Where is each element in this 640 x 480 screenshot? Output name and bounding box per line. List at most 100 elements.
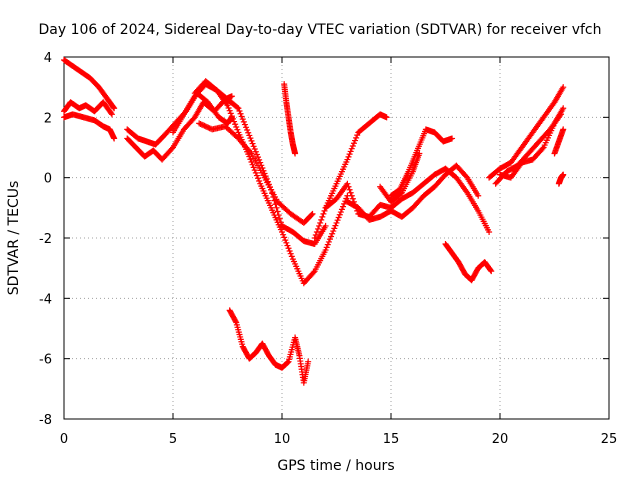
x-tick-label: 0 — [60, 432, 68, 447]
data-point — [285, 245, 292, 252]
data-point — [168, 145, 175, 152]
data-point — [255, 175, 262, 182]
data-point — [249, 161, 256, 168]
y-tick-label: 0 — [44, 172, 52, 187]
data-point — [325, 238, 332, 245]
data-point — [248, 137, 255, 144]
series-arc-1 — [61, 99, 115, 118]
data-point — [316, 222, 323, 229]
data-point — [253, 172, 260, 179]
data-point — [232, 121, 239, 128]
data-point — [243, 124, 250, 131]
y-axis-label: SDTVAR / TECUs — [6, 181, 22, 296]
data-point — [282, 237, 289, 244]
data-point — [311, 235, 318, 241]
data-point — [239, 116, 246, 123]
data-point — [320, 210, 327, 217]
data-point — [206, 125, 213, 132]
data-point — [283, 239, 290, 246]
data-point — [253, 151, 260, 158]
data-point — [349, 142, 356, 149]
data-point — [251, 167, 258, 174]
data-point — [232, 318, 239, 325]
data-point — [318, 216, 325, 223]
series-arc-10 — [226, 307, 312, 386]
data-point — [281, 234, 288, 241]
data-point — [334, 217, 341, 224]
data-point — [288, 253, 295, 260]
data-points — [61, 57, 567, 386]
data-point — [353, 134, 360, 141]
data-point — [257, 159, 264, 166]
data-point — [241, 121, 248, 128]
y-tick-label: 2 — [44, 111, 52, 126]
data-point — [248, 158, 255, 165]
data-point — [235, 105, 242, 112]
data-point — [309, 210, 316, 217]
data-point — [321, 207, 328, 214]
series-arc-20 — [551, 126, 567, 157]
data-point — [238, 113, 245, 120]
series-arc-17 — [486, 84, 567, 181]
data-point — [276, 215, 283, 222]
data-point — [344, 156, 351, 163]
series-arc-8 — [196, 120, 316, 226]
data-point — [383, 114, 390, 121]
data-point — [231, 118, 238, 125]
series-arc-15 — [377, 150, 423, 205]
data-point — [204, 123, 211, 130]
data-point — [449, 135, 456, 142]
y-tick-label: -6 — [39, 353, 52, 368]
data-point — [205, 124, 212, 131]
data-point — [234, 134, 241, 141]
data-point — [354, 132, 361, 139]
x-tick-label: 25 — [601, 432, 618, 447]
data-point — [201, 122, 208, 129]
x-tick-label: 5 — [169, 432, 177, 447]
data-point — [338, 206, 345, 213]
data-point — [350, 140, 357, 147]
data-point — [335, 214, 342, 221]
y-tick-label: -4 — [39, 292, 52, 307]
data-point — [236, 107, 243, 114]
data-point — [346, 151, 353, 158]
data-point — [284, 359, 291, 366]
data-point — [326, 236, 333, 243]
series-arc-16 — [442, 241, 495, 284]
series-arc-13 — [344, 162, 482, 223]
data-point — [343, 195, 350, 202]
data-point — [279, 228, 285, 235]
data-point — [349, 195, 356, 202]
data-point — [284, 242, 291, 249]
y-tick-label: -2 — [39, 232, 52, 247]
data-point — [340, 203, 347, 210]
data-point — [196, 120, 203, 127]
data-point — [352, 137, 359, 144]
data-point — [475, 192, 482, 199]
data-point — [344, 180, 351, 187]
data-point — [322, 247, 329, 254]
data-point — [225, 104, 232, 111]
data-point — [286, 247, 293, 254]
data-point — [246, 153, 253, 160]
data-point — [486, 228, 493, 235]
data-point — [246, 132, 253, 139]
data-point — [317, 219, 324, 226]
data-point — [488, 268, 495, 275]
data-point — [274, 208, 281, 215]
data-point — [347, 148, 354, 155]
data-point — [224, 102, 231, 109]
x-axis-label: GPS time / hours — [277, 458, 394, 474]
data-point — [346, 186, 353, 193]
data-point — [233, 123, 240, 130]
data-point — [287, 250, 294, 257]
data-point — [244, 127, 251, 134]
x-tick-labels: 0 5 10 15 20 25 — [60, 432, 617, 447]
data-point — [250, 164, 257, 171]
data-point — [256, 177, 263, 184]
data-point — [251, 146, 258, 153]
y-tick-label: 4 — [44, 51, 52, 66]
series-arc-11 — [311, 111, 390, 241]
data-point — [332, 222, 339, 229]
